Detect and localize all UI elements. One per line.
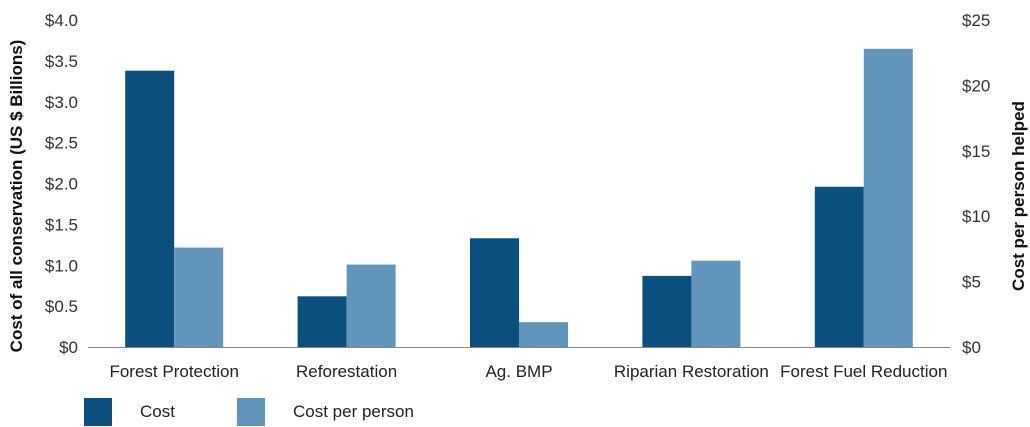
category-labels: Forest Protection Reforestation Ag. BMP Rip… xyxy=(109,362,947,381)
left-tick-label: $1.0 xyxy=(45,256,78,275)
bar-cost-per-person-3 xyxy=(519,322,568,347)
category-label: Ag. BMP xyxy=(485,362,552,381)
left-tick-label: $3.5 xyxy=(45,52,78,71)
left-tick-label: $3.0 xyxy=(45,93,78,112)
right-axis-ticks: $0 $5 $10 $15 $20 $25 xyxy=(962,11,990,357)
category-label: Forest Protection xyxy=(109,362,238,381)
bar-cost-2 xyxy=(297,296,347,347)
category-label: Forest Fuel Reduction xyxy=(780,362,947,381)
bar-cost-1 xyxy=(125,70,175,347)
bar-cost-5 xyxy=(814,186,864,347)
right-tick-label: $15 xyxy=(962,142,990,161)
right-tick-label: $25 xyxy=(962,11,990,30)
left-axis-ticks: $0 $0.5 $1.0 $1.5 $2.0 $2.5 $3.0 $3.5 $4.0 xyxy=(45,11,78,357)
right-tick-label: $20 xyxy=(962,76,990,95)
left-axis-label: Cost of all conservation (US $ Billions) xyxy=(7,40,26,353)
bar-cost-per-person-2 xyxy=(346,264,396,347)
left-tick-label: $2.5 xyxy=(45,134,78,153)
bars xyxy=(125,48,913,347)
right-tick-label: $10 xyxy=(962,207,990,226)
left-tick-label: $0.5 xyxy=(45,297,78,316)
bar-cost-per-person-5 xyxy=(863,48,913,347)
left-tick-label: $0 xyxy=(59,338,78,357)
right-tick-label: $0 xyxy=(962,338,981,357)
left-tick-label: $1.5 xyxy=(45,215,78,234)
bar-cost-3 xyxy=(470,238,519,347)
bar-cost-per-person-4 xyxy=(691,260,741,347)
right-axis-label: Cost per person helped xyxy=(1009,101,1028,291)
left-tick-label: $2.0 xyxy=(45,175,78,194)
category-label: Reforestation xyxy=(296,362,397,381)
right-tick-label: $5 xyxy=(962,273,981,292)
bar-cost-4 xyxy=(642,275,692,347)
left-tick-label: $4.0 xyxy=(45,11,78,30)
bar-cost-per-person-1 xyxy=(174,247,224,347)
category-label: Riparian Restoration xyxy=(614,362,769,381)
